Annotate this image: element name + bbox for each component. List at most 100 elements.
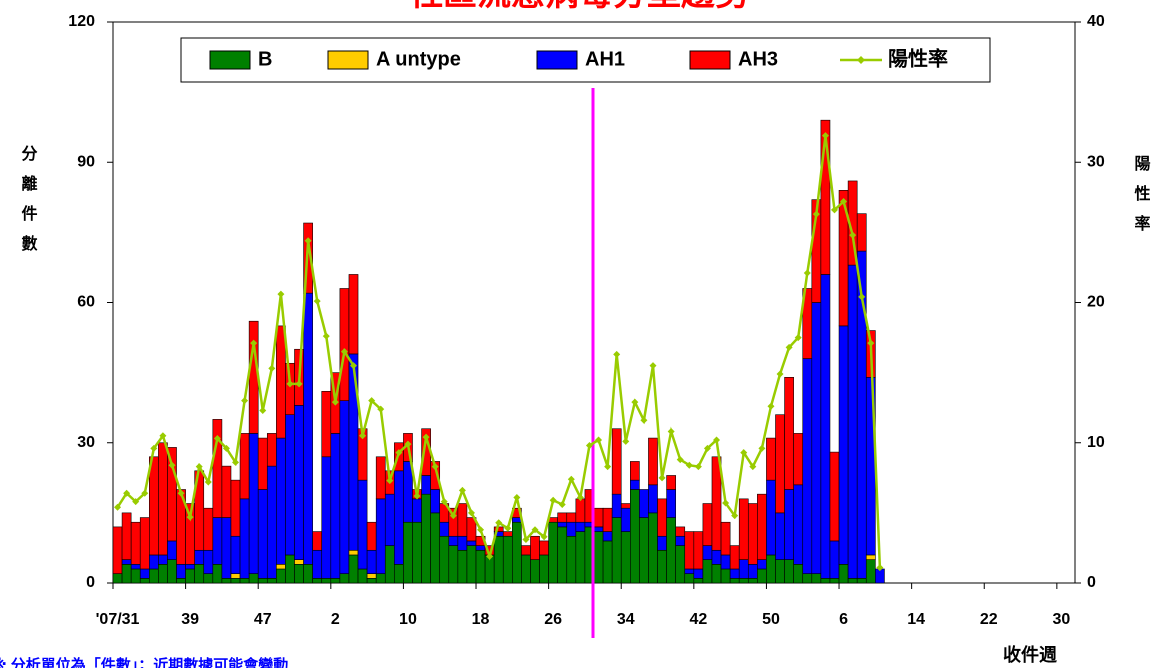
bar-segment: [757, 559, 767, 570]
bar-segment: [775, 414, 785, 514]
bar-segment: [412, 521, 422, 584]
bar-segment: [747, 503, 758, 565]
bar-segment: [312, 578, 323, 584]
y2-tick-label: 20: [1087, 294, 1105, 311]
bar-segment: [294, 563, 304, 584]
bar-segment: [130, 563, 141, 570]
bar-segment: [865, 554, 876, 560]
bar-segment: [793, 563, 804, 584]
y2-tick-label: 0: [1087, 574, 1096, 591]
bar-segment: [593, 507, 604, 528]
bar-segment: [285, 414, 295, 556]
rate-marker: [558, 500, 566, 508]
bar-segment: [711, 549, 722, 565]
y-tick-label: 120: [68, 13, 95, 30]
rate-marker: [150, 444, 158, 452]
bar-segment: [257, 437, 268, 490]
bar-segment: [539, 540, 549, 556]
legend-marker: [857, 56, 865, 64]
legend-label: B: [258, 48, 272, 70]
rate-marker: [177, 489, 185, 497]
bar-segment: [675, 535, 686, 546]
rate-marker: [204, 478, 212, 486]
bar-segment: [366, 521, 377, 551]
bar-segment: [611, 517, 622, 584]
rate-marker: [694, 463, 702, 471]
rate-marker: [359, 432, 367, 440]
bar-segment: [847, 578, 858, 584]
bar-segment: [711, 456, 722, 551]
rate-marker: [413, 492, 421, 500]
bar-segment: [530, 559, 540, 584]
rate-marker: [368, 397, 376, 405]
bar-segment: [203, 507, 214, 551]
rate-marker: [467, 509, 475, 517]
bar-segment: [811, 302, 822, 574]
bar-segment: [784, 376, 794, 490]
rate-marker: [604, 463, 612, 471]
y2-axis-label: 陽性率: [1132, 155, 1151, 245]
rate-marker: [803, 269, 811, 277]
bar-segment: [257, 489, 268, 579]
y2-tick-label: 40: [1087, 13, 1105, 30]
bar-segment: [266, 578, 277, 584]
bar-segment: [212, 563, 223, 584]
bar-segment: [784, 489, 794, 560]
rate-marker: [667, 428, 675, 436]
bar-segment: [321, 456, 332, 579]
bar-segment: [466, 517, 477, 542]
rate-marker: [277, 290, 285, 298]
bar-segment: [339, 400, 350, 574]
rate-marker: [740, 449, 748, 457]
rate-marker: [595, 436, 603, 444]
bar-segment: [366, 549, 377, 574]
bar-segment: [675, 526, 686, 537]
bar-segment: [838, 325, 849, 565]
bar-segment: [176, 578, 186, 584]
bar-segment: [666, 489, 676, 518]
bar-segment: [430, 489, 441, 514]
chart-title: 社區流感病毒分型趨勢: [409, 0, 749, 13]
legend-label: AH3: [738, 48, 778, 70]
bar-segment: [738, 559, 749, 579]
bar-segment: [648, 484, 658, 514]
bar-segment: [357, 479, 368, 570]
bar-segment: [475, 545, 486, 551]
rate-marker: [576, 493, 584, 501]
rate-marker: [331, 398, 339, 406]
bar-segment: [375, 573, 386, 584]
bar-segment: [448, 535, 459, 546]
bar-segment: [266, 465, 277, 579]
bar-segment: [348, 554, 359, 584]
rate-marker: [250, 339, 258, 347]
bar-segment: [221, 517, 232, 579]
bar-segment: [257, 578, 268, 584]
bar-segment: [820, 274, 831, 579]
bar-segment: [630, 489, 640, 584]
bar-segment: [766, 554, 776, 584]
bar-segment: [230, 535, 241, 574]
bar-segment: [230, 479, 241, 537]
x-tick-label: 10: [399, 611, 417, 628]
rate-marker: [386, 477, 394, 485]
legend-label: 陽性率: [888, 46, 948, 70]
bar-segment: [375, 498, 386, 574]
bar-segment: [403, 521, 413, 584]
bar-segment: [657, 549, 667, 584]
x-tick-label: 50: [762, 611, 780, 628]
bar-segment: [439, 535, 450, 584]
bar-segment: [375, 456, 386, 500]
bar-segment: [121, 563, 132, 584]
rate-marker: [676, 456, 684, 464]
bar-segment: [856, 578, 867, 584]
bar-segment: [303, 563, 313, 584]
bar-segment: [747, 563, 758, 579]
bar-segment: [611, 493, 622, 518]
bar-segment: [729, 578, 740, 584]
bar-segment: [457, 503, 468, 537]
bar-segment: [757, 493, 767, 560]
rate-marker: [785, 343, 793, 351]
rate-marker: [849, 231, 857, 239]
legend-swatch: [327, 50, 369, 70]
bar-segment: [620, 531, 631, 584]
